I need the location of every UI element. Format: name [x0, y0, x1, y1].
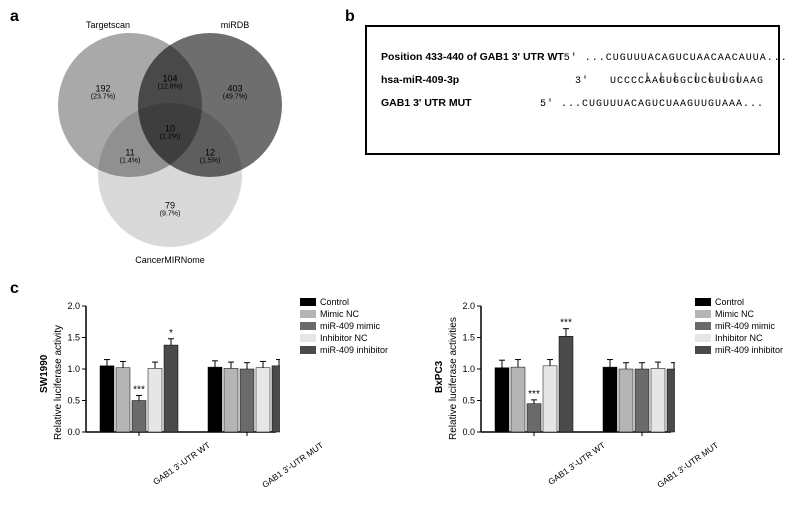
venn-title: Targetscan	[86, 20, 130, 30]
legend-swatch	[695, 346, 711, 354]
seq-row-mut: GAB1 3' UTR MUT 5' ...CUGUUUACAGUCUAAGUU…	[381, 97, 764, 110]
legend-item: Mimic NC	[695, 309, 783, 319]
venn-region-C_only: 79(9.7%)	[160, 202, 181, 219]
venn-region-A_only: 192(23.7%)	[91, 85, 116, 102]
svg-text:1.0: 1.0	[67, 364, 80, 374]
venn-region-B_only: 403(49.7%)	[223, 85, 248, 102]
legend-swatch	[695, 334, 711, 342]
legend-swatch	[300, 322, 316, 330]
legend-swatch	[300, 310, 316, 318]
legend-item: Inhibitor NC	[300, 333, 388, 343]
y-axis-title: Relative luciferase activity	[53, 325, 64, 440]
chart-legend: Control Mimic NC miR-409 mimic Inhibitor NC…	[300, 295, 388, 357]
venn-title: CancerMIRNome	[135, 255, 205, 265]
svg-text:1.5: 1.5	[67, 333, 80, 343]
svg-text:0.5: 0.5	[462, 396, 475, 406]
seq-row-label: hsa-miR-409-3p	[381, 74, 459, 86]
svg-text:1.5: 1.5	[462, 333, 475, 343]
legend-swatch	[695, 298, 711, 306]
svg-text:0.5: 0.5	[67, 396, 80, 406]
legend-swatch	[300, 346, 316, 354]
legend-label: Control	[320, 297, 349, 307]
venn-region-ABC: 10(1.2%)	[160, 125, 181, 142]
legend-label: Mimic NC	[320, 309, 359, 319]
legend-label: miR-409 inhibitor	[715, 345, 783, 355]
venn-region-BC: 12(1.5%)	[200, 149, 221, 166]
legend-item: miR-409 mimic	[300, 321, 388, 331]
venn-region-AB: 104(12.8%)	[158, 75, 183, 92]
pairing-lines: | | | | | | |	[644, 73, 742, 84]
legend-item: miR-409 mimic	[695, 321, 783, 331]
y-axis-title: Relative luciferase activities	[448, 317, 459, 440]
legend-item: Control	[300, 297, 388, 307]
legend-item: Control	[695, 297, 783, 307]
legend-label: Control	[715, 297, 744, 307]
chart-legend: Control Mimic NC miR-409 mimic Inhibitor NC…	[695, 295, 783, 357]
svg-text:2.0: 2.0	[462, 301, 475, 311]
legend-item: miR-409 inhibitor	[695, 345, 783, 355]
svg-text:***: ***	[528, 389, 540, 400]
legend-label: Inhibitor NC	[715, 333, 763, 343]
svg-text:*: *	[169, 328, 173, 339]
legend-label: Inhibitor NC	[320, 333, 368, 343]
legend-label: miR-409 mimic	[320, 321, 380, 331]
chart-svg: 0.0 0.5 1.0 1.5 2.0 *** ***	[445, 300, 675, 450]
seq-row-wt: Position 433-440 of GAB1 3' UTR WT 5' ..…	[381, 51, 764, 64]
venn-diagram: 192(23.7%) 403(49.7%) 79(9.7%) 104(12.8%) 11…	[30, 15, 310, 265]
legend-swatch	[300, 334, 316, 342]
legend-swatch	[695, 322, 711, 330]
bar-chart-sw1990: 0.00.51.01.52.0****Relative luciferase a…	[50, 300, 280, 450]
legend-item: Inhibitor NC	[695, 333, 783, 343]
legend-label: miR-409 inhibitor	[320, 345, 388, 355]
svg-text:***: ***	[560, 318, 572, 329]
sequence-box: Position 433-440 of GAB1 3' UTR WT 5' ..…	[365, 25, 780, 155]
legend-label: miR-409 mimic	[715, 321, 775, 331]
panel-c-label: c	[10, 280, 19, 298]
legend-swatch	[300, 298, 316, 306]
venn-title: miRDB	[221, 20, 250, 30]
svg-text:0.0: 0.0	[462, 427, 475, 437]
chart-svg: 0.00.51.01.52.0****	[50, 300, 280, 450]
bar-chart-bxpc3: 0.0 0.5 1.0 1.5 2.0 *** *** Relative luciferase…	[445, 300, 675, 450]
seq-row-label: Position 433-440 of GAB1 3' UTR WT	[381, 51, 564, 63]
legend-item: Mimic NC	[300, 309, 388, 319]
cell-line-title: BxPC3	[434, 361, 445, 393]
seq-row-seq: 5' ...CUGUUUACAGUCUAACAACAUUA...	[564, 53, 788, 64]
legend-label: Mimic NC	[715, 309, 754, 319]
venn-region-AC: 11(1.4%)	[120, 149, 141, 166]
legend-item: miR-409 inhibitor	[300, 345, 388, 355]
svg-text:***: ***	[133, 384, 145, 395]
svg-text:1.0: 1.0	[462, 364, 475, 374]
panel-a-label: a	[10, 8, 19, 26]
seq-row-seq: 5' ...CUGUUUACAGUCUAAGUUGUAAA...	[540, 99, 764, 110]
cell-line-title: SW1990	[39, 355, 50, 393]
seq-row-label: GAB1 3' UTR MUT	[381, 97, 472, 109]
panel-b-label: b	[345, 8, 355, 26]
svg-text:0.0: 0.0	[67, 427, 80, 437]
svg-text:2.0: 2.0	[67, 301, 80, 311]
legend-swatch	[695, 310, 711, 318]
